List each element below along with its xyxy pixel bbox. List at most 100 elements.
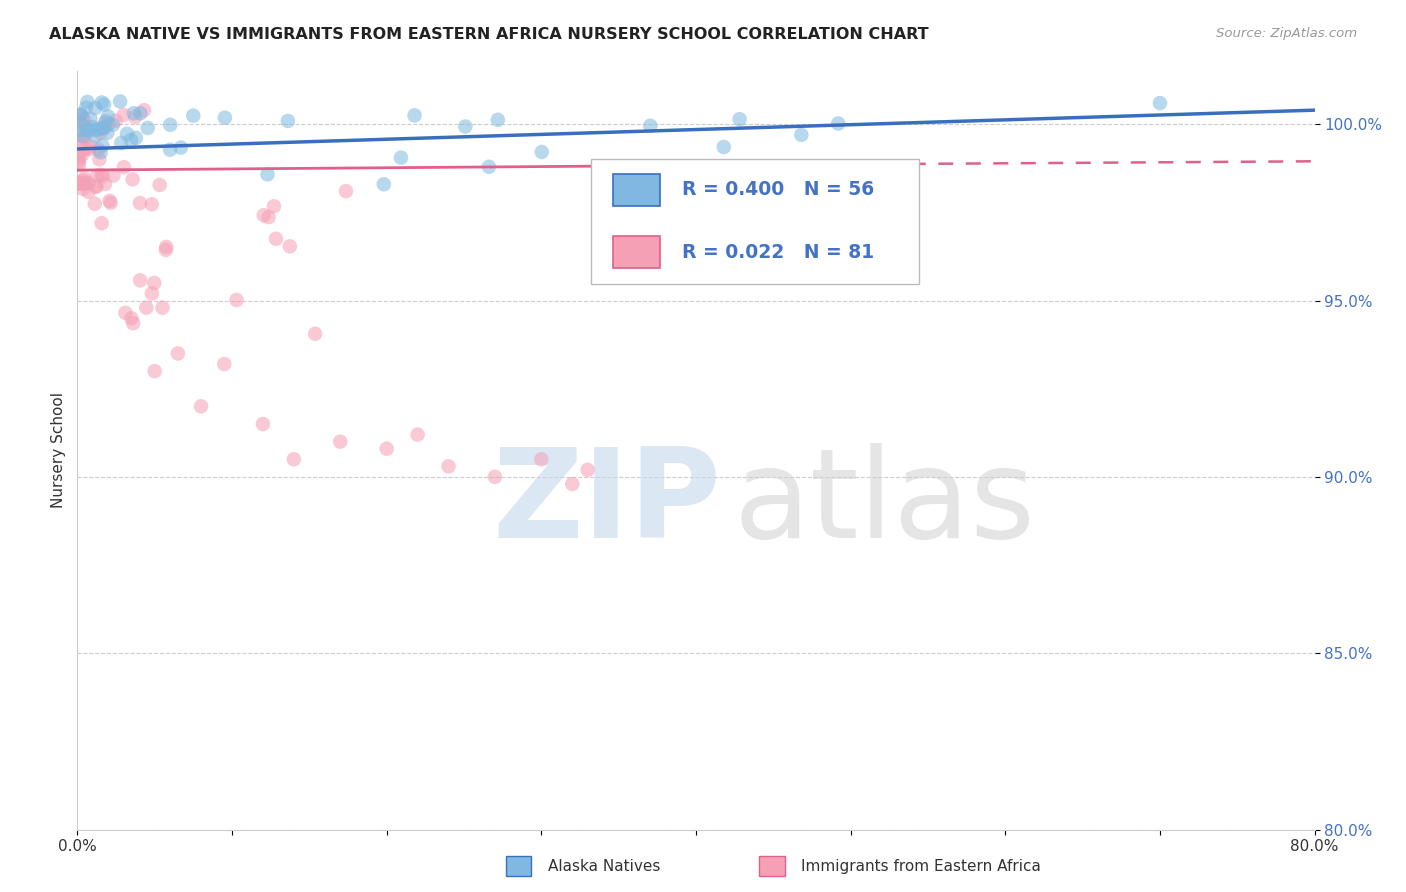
Point — [125, 131, 148, 145]
Point — [252, 417, 274, 431]
Point — [75, 101, 97, 115]
Point — [725, 165, 748, 179]
Point — [530, 452, 553, 467]
Point — [141, 197, 163, 211]
Point — [263, 199, 285, 213]
Point — [72, 178, 94, 192]
Point — [264, 232, 287, 246]
Point — [72, 129, 94, 144]
Point — [76, 123, 98, 137]
Point — [121, 172, 143, 186]
Point — [225, 293, 247, 307]
Y-axis label: Nursery School: Nursery School — [51, 392, 66, 508]
Point — [94, 114, 117, 128]
Point — [83, 196, 105, 211]
Point — [77, 185, 100, 199]
Point — [75, 120, 97, 134]
FancyBboxPatch shape — [613, 236, 659, 268]
Point — [72, 109, 94, 123]
Point — [790, 128, 813, 142]
Point — [283, 452, 305, 467]
Point — [257, 210, 280, 224]
Point — [84, 129, 107, 144]
Point — [256, 167, 278, 181]
Point — [329, 434, 352, 449]
Point — [530, 145, 553, 159]
Point — [97, 109, 120, 123]
Point — [129, 106, 152, 120]
Point — [728, 112, 751, 127]
Text: Immigrants from Eastern Africa: Immigrants from Eastern Africa — [801, 859, 1042, 873]
Point — [214, 357, 236, 371]
Point — [91, 138, 114, 153]
Point — [84, 101, 107, 115]
Point — [90, 216, 112, 230]
Point — [478, 160, 501, 174]
Point — [93, 121, 115, 136]
Point — [97, 117, 120, 131]
Point — [143, 364, 166, 378]
Point — [76, 95, 98, 109]
Point — [79, 123, 101, 137]
Point — [129, 196, 152, 211]
Point — [129, 273, 152, 287]
FancyBboxPatch shape — [591, 159, 918, 284]
Point — [1149, 96, 1171, 111]
Point — [86, 179, 108, 194]
Point — [375, 442, 398, 456]
Point — [304, 326, 326, 341]
Point — [122, 106, 145, 120]
Point — [152, 301, 174, 315]
Point — [335, 184, 357, 198]
Text: ALASKA NATIVE VS IMMIGRANTS FROM EASTERN AFRICA NURSERY SCHOOL CORRELATION CHART: ALASKA NATIVE VS IMMIGRANTS FROM EASTERN… — [49, 27, 929, 42]
Point — [373, 178, 395, 192]
Point — [576, 463, 599, 477]
Point — [98, 194, 121, 208]
Point — [170, 140, 193, 154]
Point — [167, 346, 190, 360]
Point — [80, 120, 103, 134]
Point — [640, 119, 662, 133]
Point — [155, 240, 177, 254]
Point — [72, 182, 94, 196]
Text: R = 0.400   N = 56: R = 0.400 N = 56 — [682, 180, 875, 199]
Point — [155, 243, 177, 257]
Point — [84, 123, 107, 137]
Point — [69, 115, 91, 129]
Point — [561, 477, 583, 491]
Point — [115, 127, 138, 141]
Point — [69, 123, 91, 137]
Point — [72, 173, 94, 187]
Text: Alaska Natives: Alaska Natives — [548, 859, 661, 873]
Text: Source: ZipAtlas.com: Source: ZipAtlas.com — [1216, 27, 1357, 40]
Point — [93, 97, 115, 112]
Point — [67, 155, 90, 169]
Point — [484, 470, 506, 484]
Point — [79, 112, 101, 126]
Point — [87, 143, 110, 157]
Point — [214, 111, 236, 125]
Point — [67, 117, 90, 131]
Point — [91, 169, 114, 184]
Point — [124, 110, 146, 124]
Point — [404, 108, 426, 122]
Point — [67, 133, 90, 147]
Point — [96, 126, 118, 140]
Point — [108, 95, 131, 109]
Point — [75, 176, 97, 190]
Point — [77, 176, 100, 190]
Point — [89, 121, 111, 136]
Point — [406, 427, 429, 442]
Point — [104, 113, 127, 128]
Point — [67, 176, 90, 190]
Point — [141, 286, 163, 301]
Point — [75, 142, 97, 156]
Text: R = 0.022   N = 81: R = 0.022 N = 81 — [682, 243, 875, 262]
Point — [253, 208, 276, 222]
Point — [90, 145, 112, 160]
Point — [84, 179, 107, 194]
Point — [135, 301, 157, 315]
Point — [67, 147, 90, 161]
Point — [79, 142, 101, 156]
Point — [73, 171, 96, 186]
